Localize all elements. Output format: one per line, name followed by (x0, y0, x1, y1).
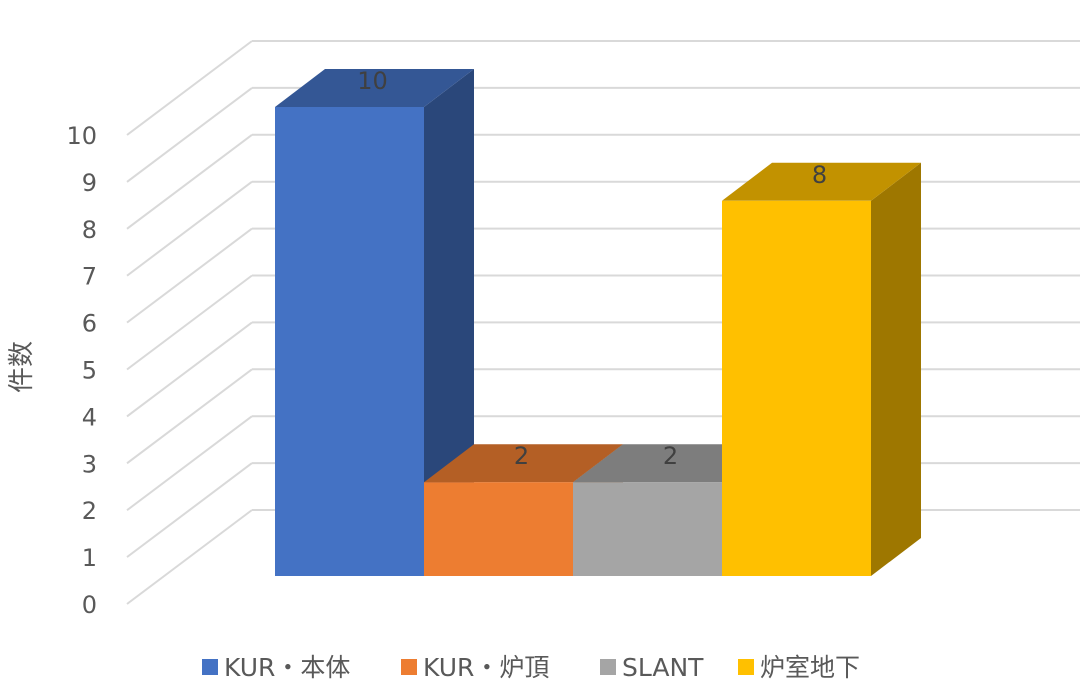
bar-front (722, 200, 871, 577)
data-labels: 10 2 2 8 (357, 67, 827, 470)
gridline-side (126, 87, 253, 183)
bar-top (722, 162, 921, 201)
legend-label: SLANT (622, 653, 704, 682)
y-tick-label: 9 (82, 169, 97, 197)
y-tick-label: 3 (82, 450, 97, 478)
gridline-side (126, 180, 253, 277)
y-tick-label: 6 (82, 310, 97, 338)
bar-top (424, 444, 623, 483)
legend-label: KUR・本体 (224, 653, 350, 682)
legend-item: SLANT (600, 653, 704, 682)
legend: KUR・本体 KUR・炉頂 SLANT 炉室地下 (202, 653, 860, 682)
legend-item: KUR・炉頂 (401, 653, 549, 682)
gridline-side (126, 227, 253, 324)
y-tick-label: 5 (82, 357, 97, 385)
bars (275, 69, 921, 577)
gridline-side (126, 368, 253, 465)
y-axis-label: 件数 (7, 341, 37, 393)
bar (275, 69, 474, 576)
legend-swatch (401, 659, 417, 675)
y-tick-label: 8 (82, 216, 97, 244)
gridline-side (126, 40, 253, 136)
y-tick-label: 2 (82, 497, 97, 525)
bar-side (424, 69, 474, 576)
legend-swatch (600, 659, 616, 675)
data-label: 8 (812, 161, 827, 189)
y-axis-ticks: 0 1 2 3 4 5 6 7 8 9 10 (66, 122, 97, 619)
legend-label: KUR・炉頂 (423, 653, 549, 682)
data-label: 2 (514, 442, 529, 470)
bar-front (275, 107, 424, 576)
gridline-side (126, 321, 253, 418)
bar-side (871, 162, 921, 577)
gridline-side (126, 415, 253, 511)
data-label: 10 (357, 67, 388, 95)
y-tick-label: 7 (82, 263, 97, 291)
gridline-side (126, 509, 253, 605)
legend-swatch (202, 659, 218, 675)
legend-item: KUR・本体 (202, 653, 350, 682)
bar-top (275, 69, 474, 107)
legend-label: 炉室地下 (760, 653, 860, 682)
gridline-side (126, 134, 253, 230)
gridline-side (126, 274, 253, 371)
bar-front (573, 482, 722, 576)
legend-swatch (738, 659, 754, 675)
data-label: 2 (663, 442, 678, 470)
bar-front (424, 482, 573, 576)
bar (722, 162, 921, 577)
y-tick-label: 0 (82, 591, 97, 619)
legend-item: 炉室地下 (738, 653, 860, 682)
gridline-side (126, 462, 253, 558)
y-tick-label: 10 (66, 122, 97, 150)
y-tick-label: 1 (82, 544, 97, 572)
y-tick-label: 4 (82, 403, 97, 431)
